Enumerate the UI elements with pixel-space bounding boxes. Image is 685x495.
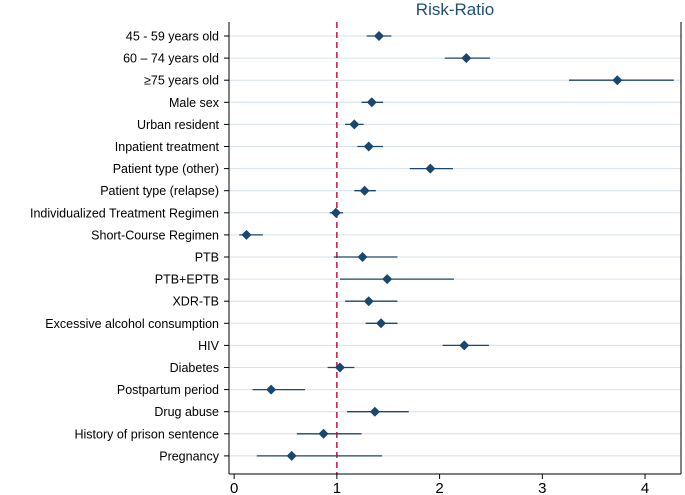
row-label: Pregnancy bbox=[159, 449, 220, 463]
risk-ratio-marker bbox=[369, 406, 380, 417]
risk-ratio-marker bbox=[612, 75, 623, 86]
risk-ratio-marker bbox=[318, 428, 329, 439]
estimates bbox=[239, 31, 674, 461]
risk-ratio-marker bbox=[241, 229, 252, 240]
row-label: HIV bbox=[198, 339, 220, 353]
row-label: ≥75 years old bbox=[144, 74, 219, 88]
row-label: XDR-TB bbox=[172, 295, 219, 309]
risk-ratio-marker bbox=[366, 97, 377, 108]
row-label: 45 - 59 years old bbox=[126, 30, 219, 44]
risk-ratio-marker bbox=[461, 53, 472, 64]
row-label: Short-Course Regimen bbox=[91, 228, 219, 242]
risk-ratio-marker bbox=[459, 340, 470, 351]
risk-ratio-marker bbox=[266, 384, 277, 395]
risk-ratio-marker bbox=[376, 318, 387, 329]
row-label: Excessive alcohol consumption bbox=[45, 317, 219, 331]
risk-ratio-marker bbox=[359, 185, 370, 196]
row-label: Patient type (relapse) bbox=[100, 184, 219, 198]
row-label: Postpartum period bbox=[117, 383, 219, 397]
row-labels: 45 - 59 years old 60 – 74 years old ≥75 ye… bbox=[30, 30, 220, 464]
risk-ratio-marker bbox=[334, 362, 345, 373]
x-tick-label: 1 bbox=[333, 480, 341, 495]
axes: 0 1 2 3 4 bbox=[224, 22, 682, 495]
x-tick-label: 3 bbox=[538, 480, 546, 495]
row-label: Diabetes bbox=[170, 361, 219, 375]
risk-ratio-marker bbox=[363, 296, 374, 307]
risk-ratio-marker bbox=[286, 450, 297, 461]
row-label: PTB bbox=[195, 251, 219, 265]
row-label: Inpatient treatment bbox=[115, 140, 220, 154]
row-label: Patient type (other) bbox=[113, 162, 219, 176]
row-label: Male sex bbox=[169, 96, 220, 110]
risk-ratio-marker bbox=[349, 119, 360, 130]
risk-ratio-marker bbox=[373, 31, 384, 41]
x-tick-label: 4 bbox=[641, 480, 649, 495]
chart-title: Risk-Ratio bbox=[416, 0, 494, 19]
gridlines bbox=[229, 35, 681, 457]
row-label: 60 – 74 years old bbox=[123, 52, 219, 66]
risk-ratio-marker bbox=[357, 252, 368, 262]
risk-ratio-marker bbox=[330, 207, 341, 218]
risk-ratio-marker bbox=[382, 274, 393, 285]
row-label: Drug abuse bbox=[154, 405, 219, 419]
row-label: History of prison sentence bbox=[74, 427, 219, 441]
row-label: Urban resident bbox=[137, 118, 220, 132]
risk-ratio-marker bbox=[363, 141, 374, 152]
x-tick-label: 2 bbox=[435, 480, 443, 495]
x-tick-label: 0 bbox=[230, 480, 238, 495]
row-label: Individualized Treatment Regimen bbox=[30, 206, 219, 220]
row-label: PTB+EPTB bbox=[155, 273, 219, 287]
risk-ratio-marker bbox=[425, 163, 436, 174]
